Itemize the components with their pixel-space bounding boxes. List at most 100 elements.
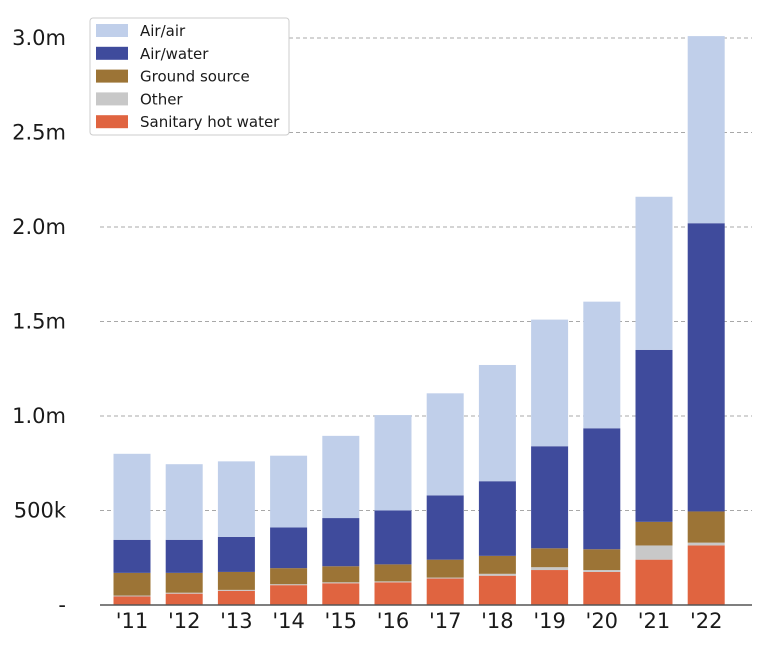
- bar-segment-other: [531, 567, 569, 571]
- bar-segment-air-air: [113, 453, 151, 540]
- bar-stack-17: [426, 393, 464, 605]
- bar-segment-air-water: [635, 349, 673, 522]
- bar-segment-other: [426, 577, 464, 579]
- bar-segment-air-water: [165, 539, 203, 573]
- axes: - 500k 1.0m 1.5m 2.0m 2.5m 3.0m '11 '12 '13 '14 '15…: [12, 26, 752, 633]
- x-tick-label: '11: [116, 609, 149, 633]
- bar-segment-ground-source: [270, 568, 308, 585]
- legend-label: Sanitary hot water: [140, 113, 280, 131]
- x-tick-label: '22: [690, 609, 723, 633]
- legend-swatch: [96, 24, 128, 37]
- bar-segment-ground-source: [113, 572, 151, 596]
- legend-label: Air/water: [140, 45, 209, 63]
- bar-stack-12: [165, 464, 203, 605]
- bar-segment-air-water: [113, 539, 151, 573]
- bar-segment-sanitary-hot-water: [322, 583, 360, 605]
- x-tick-label: '18: [481, 609, 514, 633]
- x-tick-label: '21: [638, 609, 671, 633]
- bar-segment-ground-source: [478, 555, 516, 574]
- bar-stack-14: [270, 455, 308, 605]
- legend-item-air-air: Air/air: [96, 22, 186, 40]
- x-tick-label: '19: [533, 609, 566, 633]
- legend-swatch: [96, 115, 128, 129]
- y-tick-label: 2.0m: [12, 215, 66, 239]
- bar-segment-air-air: [322, 435, 360, 519]
- bar-segment-air-air: [374, 415, 412, 511]
- x-tick-label: '13: [220, 609, 253, 633]
- bar-segment-sanitary-hot-water: [531, 570, 569, 605]
- bar-segment-air-air: [270, 455, 308, 528]
- legend-label: Air/air: [140, 22, 186, 40]
- bar-segment-other: [270, 584, 308, 586]
- bar-segment-ground-source: [531, 548, 569, 568]
- bar-segment-ground-source: [374, 564, 412, 582]
- bar-segment-air-water: [687, 223, 725, 512]
- bar-segment-other: [635, 545, 673, 560]
- bar-segment-other: [687, 542, 725, 546]
- bar-segment-air-air: [635, 196, 673, 350]
- bar-segment-sanitary-hot-water: [165, 593, 203, 605]
- bar-segment-air-water: [322, 518, 360, 567]
- bar-stack-11: [113, 453, 151, 605]
- bar-segment-other: [374, 581, 412, 583]
- bar-stack-20: [583, 301, 621, 605]
- bar-segment-other: [217, 589, 255, 591]
- bar-segment-air-water: [426, 495, 464, 560]
- x-tick-label: '12: [168, 609, 201, 633]
- bar-segment-ground-source: [583, 549, 621, 571]
- bar-segment-other: [322, 582, 360, 584]
- bar-stack-18: [478, 364, 516, 605]
- bar-segment-sanitary-hot-water: [374, 582, 412, 605]
- legend-swatch: [96, 46, 128, 60]
- legend-item-ground-source: Ground source: [96, 68, 250, 86]
- bar-segment-air-air: [531, 319, 569, 447]
- x-tick-label: '15: [325, 609, 358, 633]
- bar-stack-13: [217, 461, 255, 605]
- bar-segment-ground-source: [165, 572, 203, 593]
- bar-segment-ground-source: [687, 511, 725, 543]
- legend-item-sanitary-hot-water: Sanitary hot water: [96, 113, 280, 131]
- bar-segment-sanitary-hot-water: [217, 590, 255, 605]
- bar-segment-other: [478, 573, 516, 576]
- bar-segment-ground-source: [426, 559, 464, 578]
- legend-swatch: [96, 69, 128, 83]
- y-tick-label: 1.0m: [12, 404, 66, 428]
- bar-segment-air-water: [217, 536, 255, 572]
- legend-label: Other: [140, 90, 183, 108]
- bar-segment-sanitary-hot-water: [426, 578, 464, 605]
- legend-swatch: [96, 92, 128, 106]
- bar-segment-air-air: [478, 364, 516, 482]
- bar-segment-other: [113, 595, 151, 597]
- y-tick-label: 3.0m: [12, 26, 66, 50]
- bar-segment-air-air: [583, 301, 621, 429]
- bar-segment-air-water: [531, 446, 569, 549]
- bar-segment-other: [165, 592, 203, 594]
- bar-stack-21: [635, 196, 673, 605]
- bar-stack-22: [687, 36, 725, 605]
- x-tick-label: '16: [377, 609, 410, 633]
- y-tick-label: 1.5m: [12, 310, 66, 334]
- legend-box: [89, 17, 290, 136]
- legend-item-air-water: Air/water: [96, 45, 209, 63]
- bar-stack-15: [322, 435, 360, 605]
- legend-label: Ground source: [140, 68, 250, 86]
- x-tick-label: '14: [272, 609, 305, 633]
- x-tick-label: '17: [429, 609, 462, 633]
- bar-segment-air-air: [165, 464, 203, 540]
- bar-stack-19: [531, 319, 569, 605]
- y-tick-label: 500k: [14, 499, 67, 523]
- bar-segment-other: [583, 570, 621, 572]
- bar-segment-air-water: [478, 481, 516, 556]
- bar-segment-air-air: [426, 393, 464, 496]
- bars: [113, 36, 725, 605]
- bar-segment-sanitary-hot-water: [113, 596, 151, 605]
- y-tick-label: 2.5m: [12, 121, 66, 145]
- bar-segment-sanitary-hot-water: [635, 559, 673, 605]
- bar-segment-sanitary-hot-water: [270, 585, 308, 605]
- bar-segment-air-air: [217, 461, 255, 537]
- legend-item-other: Other: [96, 90, 183, 108]
- bar-stack-16: [374, 415, 412, 605]
- bar-segment-sanitary-hot-water: [687, 545, 725, 605]
